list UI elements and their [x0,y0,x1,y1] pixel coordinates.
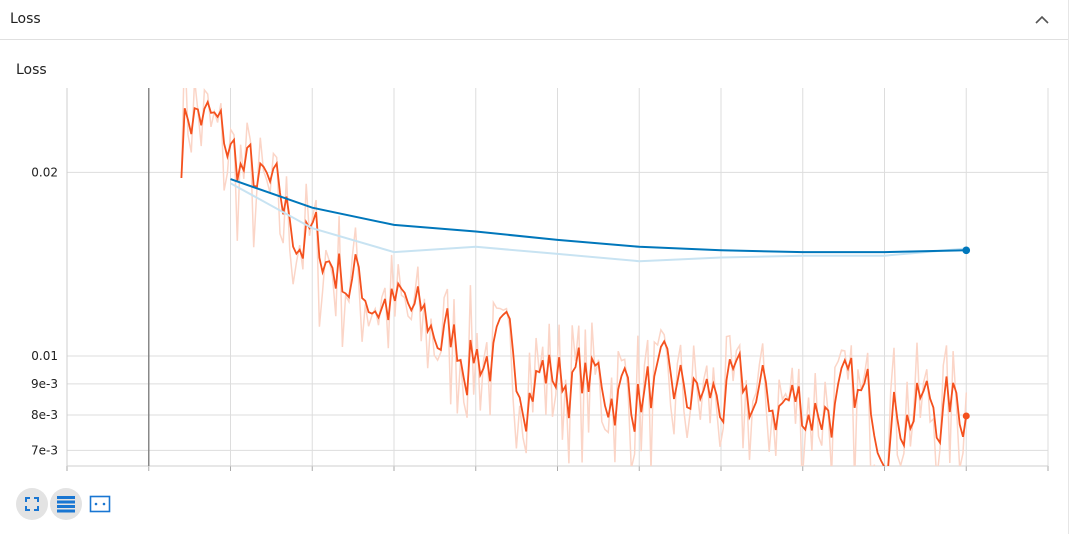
eval-raw-line [230,182,967,263]
train-smoothed-line [180,99,968,466]
train-last-point [962,412,970,420]
collapse-button[interactable] [1030,8,1054,32]
scroll-edge [1068,0,1075,534]
chart-grid [66,88,1049,466]
toggle-log-icon [57,496,75,513]
fullscreen-button[interactable] [16,488,48,520]
chart-series [180,88,971,466]
fit-domain-button[interactable] [84,488,116,520]
y-tick-label: 0.02 [31,165,58,179]
y-tick-label: 8e-3 [31,408,58,422]
eval-last-point [962,246,971,255]
fullscreen-icon [25,497,39,511]
loss-chart[interactable]: 0.02 0.01 9e-3 8e-3 7e-3 [0,80,1060,480]
chart-title: Loss [16,62,47,78]
eval-smoothed-line [230,178,967,254]
y-tick-label: 0.01 [31,349,58,363]
section-title: Loss [10,11,41,27]
y-tick-label: 9e-3 [31,377,58,391]
train-raw-line [180,88,968,466]
chart-toolbar [16,488,116,520]
chevron-up-icon [1035,15,1049,24]
section-header[interactable]: Loss [0,0,1068,40]
y-axis-ticks: 0.02 0.01 9e-3 8e-3 7e-3 [31,165,58,457]
y-tick-label: 7e-3 [31,443,58,457]
fit-domain-icon [89,495,111,513]
toggle-log-scale-button[interactable] [50,488,82,520]
